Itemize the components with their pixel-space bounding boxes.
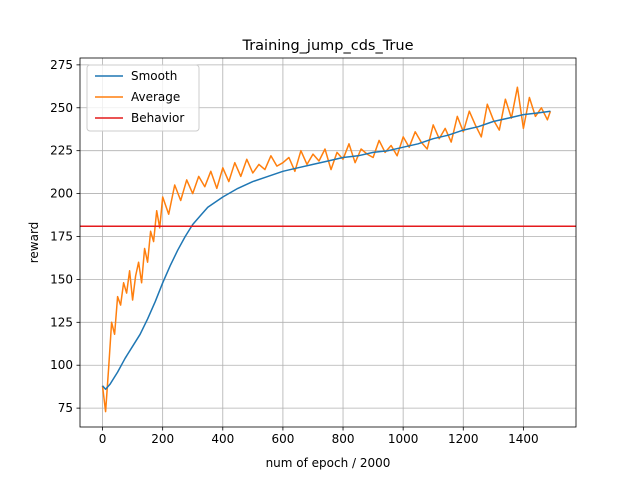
y-tick-label: 150 [50, 272, 73, 286]
y-tick-label: 275 [50, 58, 73, 72]
x-tick-label: 400 [211, 432, 234, 446]
chart-title: Training_jump_cds_True [241, 38, 413, 54]
x-tick-label: 800 [332, 432, 355, 446]
x-tick-label: 600 [271, 432, 294, 446]
legend-label: Smooth [131, 69, 177, 83]
legend-label: Behavior [131, 111, 184, 125]
legend: Smooth Average Behavior [86, 64, 200, 132]
y-tick-label: 200 [50, 187, 73, 201]
y-tick-label: 100 [50, 358, 73, 372]
y-tick-label: 175 [50, 229, 73, 243]
series-line-average [101, 86, 552, 413]
x-axis-label: num of epoch / 2000 [266, 456, 391, 470]
x-tick-label: 200 [151, 432, 174, 446]
series-line-smooth [101, 110, 551, 390]
ticks: 0 200 400 600 800 1000 1200 1400 75 100 125 150 175 2… [50, 58, 539, 446]
plot-lines [80, 86, 576, 413]
y-axis-label: reward [27, 222, 41, 264]
x-tick-label: 1000 [388, 432, 419, 446]
x-tick-label: 0 [99, 432, 107, 446]
x-tick-label: 1400 [508, 432, 539, 446]
legend-box [86, 64, 200, 132]
y-tick-label: 75 [58, 401, 73, 415]
plot-frame [79, 57, 577, 428]
y-tick-label: 225 [50, 144, 73, 158]
grid [80, 58, 576, 427]
x-tick-label: 1200 [448, 432, 479, 446]
y-tick-label: 250 [50, 101, 73, 115]
y-tick-label: 125 [50, 315, 73, 329]
legend-label: Average [131, 90, 180, 104]
